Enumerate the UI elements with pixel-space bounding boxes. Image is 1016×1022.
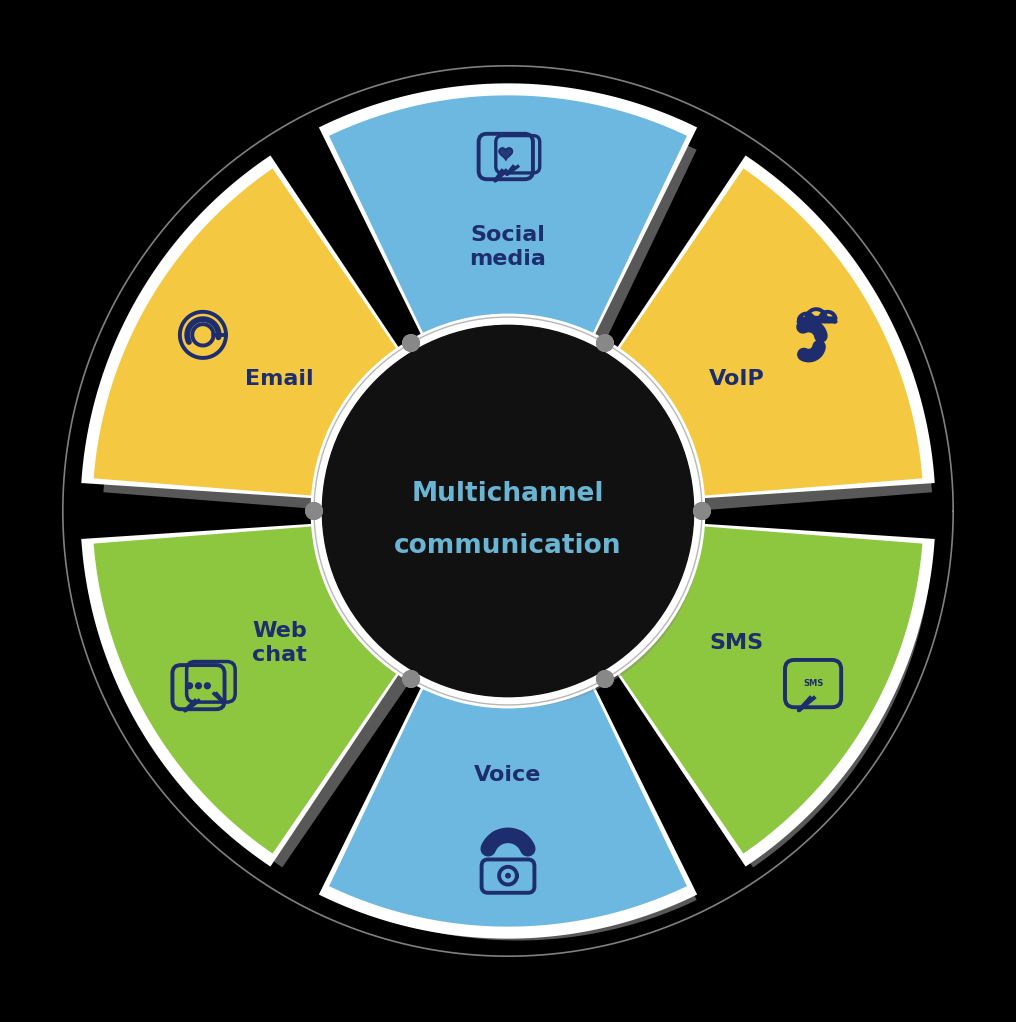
Circle shape (402, 670, 420, 687)
Circle shape (322, 325, 694, 697)
Text: Voice: Voice (474, 765, 542, 785)
Polygon shape (616, 169, 923, 496)
Circle shape (596, 335, 614, 352)
Circle shape (306, 503, 322, 519)
Polygon shape (319, 670, 697, 938)
Polygon shape (625, 540, 932, 868)
Polygon shape (338, 109, 697, 354)
Text: Social
media: Social media (469, 226, 547, 269)
Polygon shape (93, 169, 400, 496)
Text: VoIP: VoIP (709, 369, 764, 389)
Polygon shape (329, 682, 687, 927)
Text: Web
chat: Web chat (252, 621, 307, 664)
Circle shape (402, 335, 420, 352)
Text: SMS: SMS (803, 679, 823, 688)
Polygon shape (499, 148, 512, 160)
Polygon shape (81, 522, 409, 867)
Circle shape (332, 337, 702, 707)
Polygon shape (616, 526, 923, 853)
Polygon shape (93, 526, 400, 853)
Text: Email: Email (245, 369, 314, 389)
Polygon shape (607, 155, 935, 500)
Text: Multichannel: Multichannel (411, 481, 605, 507)
Polygon shape (338, 696, 697, 940)
Circle shape (196, 683, 201, 689)
Circle shape (596, 335, 614, 352)
Polygon shape (104, 182, 410, 510)
Polygon shape (625, 182, 932, 510)
Circle shape (506, 874, 510, 878)
Circle shape (402, 670, 420, 687)
Circle shape (187, 683, 192, 689)
Circle shape (402, 335, 420, 352)
Circle shape (204, 683, 210, 689)
Circle shape (596, 670, 614, 687)
Polygon shape (104, 540, 410, 868)
Polygon shape (329, 95, 687, 340)
Circle shape (596, 670, 614, 687)
Polygon shape (319, 84, 697, 352)
Circle shape (311, 315, 705, 707)
Polygon shape (607, 522, 935, 867)
Circle shape (694, 503, 710, 519)
Text: communication: communication (394, 533, 622, 559)
Polygon shape (81, 155, 409, 500)
Circle shape (306, 503, 322, 519)
Circle shape (694, 503, 710, 519)
Text: SMS: SMS (709, 633, 764, 653)
